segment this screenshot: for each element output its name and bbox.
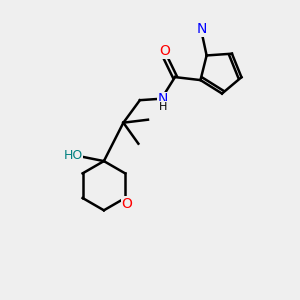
- Text: HO: HO: [63, 149, 82, 163]
- Text: O: O: [159, 44, 170, 58]
- Text: N: N: [197, 22, 207, 36]
- Text: O: O: [121, 197, 132, 211]
- Text: N: N: [158, 92, 168, 106]
- Text: H: H: [159, 102, 167, 112]
